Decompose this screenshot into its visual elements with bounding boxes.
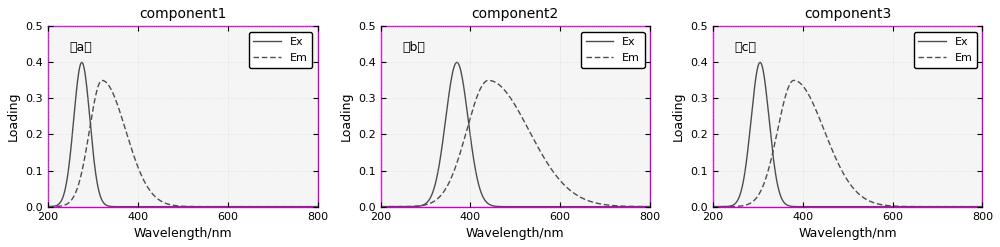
Y-axis label: Loading: Loading [672,92,685,141]
Y-axis label: Loading: Loading [7,92,20,141]
Legend: Ex, Em: Ex, Em [581,32,645,68]
Text: （c）: （c） [734,41,756,54]
Legend: Ex, Em: Ex, Em [249,32,312,68]
Text: （b）: （b） [402,41,425,54]
X-axis label: Wavelength/nm: Wavelength/nm [134,227,232,240]
Title: component2: component2 [472,7,559,21]
Title: component3: component3 [804,7,891,21]
Legend: Ex, Em: Ex, Em [914,32,977,68]
Y-axis label: Loading: Loading [339,92,352,141]
X-axis label: Wavelength/nm: Wavelength/nm [798,227,897,240]
Title: component1: component1 [139,7,227,21]
X-axis label: Wavelength/nm: Wavelength/nm [466,227,565,240]
Text: （a）: （a） [70,41,92,54]
